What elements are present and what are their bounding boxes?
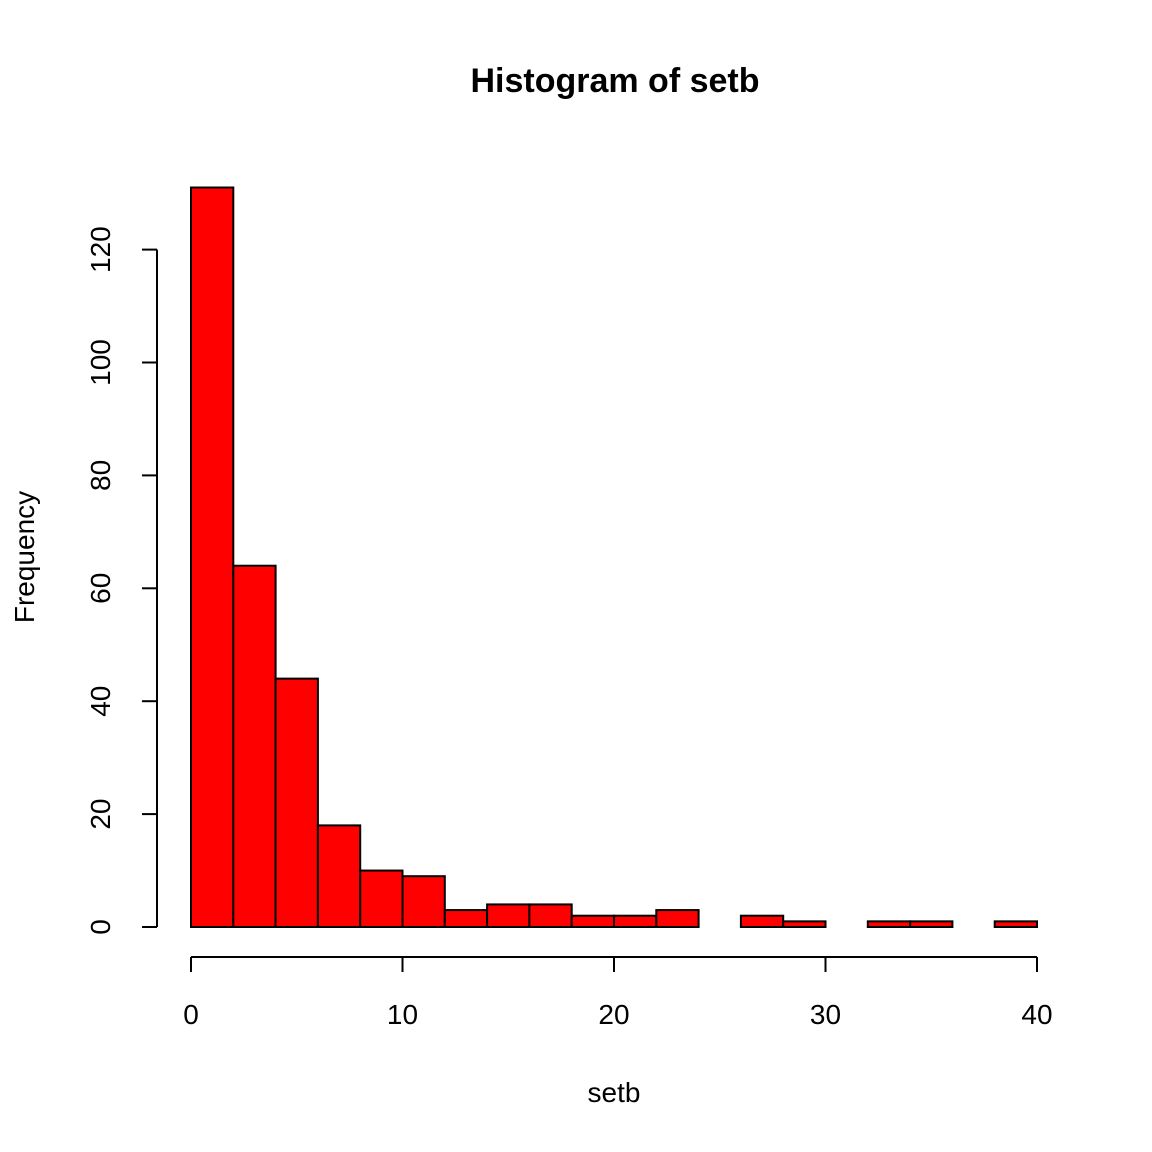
y-tick-label: 0 (85, 919, 116, 935)
y-axis: 0 20 40 60 80 100 120 (85, 226, 158, 935)
chart-title: Histogram of setb (470, 62, 759, 100)
y-tick-label: 20 (85, 799, 116, 830)
histogram-bar (655, 909, 700, 929)
x-tick-label: 0 (183, 999, 199, 1030)
histogram-bar (739, 914, 785, 929)
x-tick-label: 10 (387, 999, 418, 1030)
histogram-bar (528, 903, 573, 928)
y-tick-label: 40 (85, 686, 116, 717)
histogram-bar (866, 920, 912, 928)
histogram-bar (782, 920, 827, 928)
histogram-bar (993, 920, 1039, 928)
histogram-bar (909, 920, 954, 928)
histogram-bar (486, 903, 531, 928)
x-tick-label: 20 (598, 999, 629, 1030)
y-tick-label: 100 (85, 339, 116, 386)
x-tick-label: 40 (1021, 999, 1052, 1030)
histogram-bar (232, 564, 277, 928)
histogram-bar (443, 909, 489, 929)
histogram-bar (401, 875, 446, 929)
histogram-bar (613, 914, 658, 929)
histogram-bar (274, 677, 319, 928)
x-axis: 0 10 20 30 40 (183, 956, 1053, 1030)
x-tick-label: 30 (810, 999, 841, 1030)
y-tick-label: 80 (85, 460, 116, 491)
histogram-bar (316, 824, 362, 929)
y-tick-label: 120 (85, 226, 116, 273)
y-tick-label: 60 (85, 573, 116, 604)
histogram-bar (190, 186, 235, 928)
histogram-bar (570, 914, 616, 929)
histogram-bar (359, 869, 404, 928)
histogram-bars (190, 186, 1039, 929)
x-axis-label: setb (588, 1077, 641, 1108)
y-axis-label: Frequency (9, 491, 40, 623)
